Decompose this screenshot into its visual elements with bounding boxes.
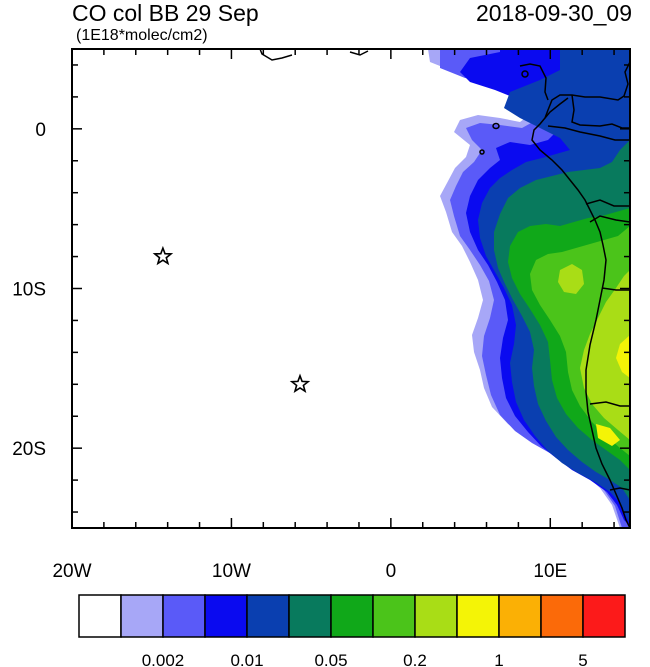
- plume-level-0.2-patch: [558, 264, 584, 294]
- datetime-label: 2018-09-30_09: [475, 0, 632, 26]
- y-tick-label: 20S: [12, 439, 46, 460]
- colorbar-label: 1: [494, 651, 503, 667]
- y-tick-label: 0: [35, 120, 46, 141]
- axis-ticks: [71, 49, 630, 528]
- colorbar-swatch: [456, 594, 500, 638]
- plume-level-0.5-a: [616, 335, 630, 378]
- x-tick-label: 10E: [533, 561, 567, 582]
- colorbar-label: 0.002: [142, 651, 185, 667]
- coastline: [259, 49, 630, 528]
- colorbar-swatch: [540, 594, 584, 638]
- site-markers: [152, 245, 311, 394]
- colorbar-swatch: [582, 594, 626, 638]
- units-label: (1E18*molec/cm2): [76, 27, 208, 44]
- colorbar-label: 0.05: [314, 651, 347, 667]
- colorbar-swatch: [330, 594, 374, 638]
- colorbar-swatch: [372, 594, 416, 638]
- colorbar-swatch: [414, 594, 458, 638]
- colorbar-swatch: [162, 594, 206, 638]
- colorbar-label: 0.01: [230, 651, 263, 667]
- x-tick-label: 0: [386, 561, 397, 582]
- colorbar-swatch: [120, 594, 164, 638]
- colorbar-label: 5: [578, 651, 587, 667]
- colorbar-swatch: [498, 594, 542, 638]
- colorbar-swatch: [246, 594, 290, 638]
- y-tick-labels: 0 10S 20S: [12, 120, 46, 460]
- map-title: CO col BB 29 Sep: [72, 0, 259, 26]
- co-plume-field: [428, 49, 630, 528]
- plume-level-0.5-b: [596, 424, 620, 446]
- colorbar: 0.002 0.01 0.05 0.2 1 5: [78, 594, 626, 667]
- colorbar-swatch: [288, 594, 332, 638]
- x-tick-label: 10W: [212, 561, 251, 582]
- colorbar-swatch: [204, 594, 248, 638]
- y-tick-label: 10S: [12, 280, 46, 301]
- x-tick-label: 20W: [52, 561, 91, 582]
- colorbar-label: 0.2: [403, 651, 427, 667]
- star-marker-icon: [152, 245, 174, 266]
- star-marker-icon: [289, 373, 311, 394]
- plume-level-0.2: [580, 270, 630, 440]
- x-tick-labels: 20W 10W 0 10E: [52, 561, 567, 582]
- colorbar-swatch: [78, 594, 122, 638]
